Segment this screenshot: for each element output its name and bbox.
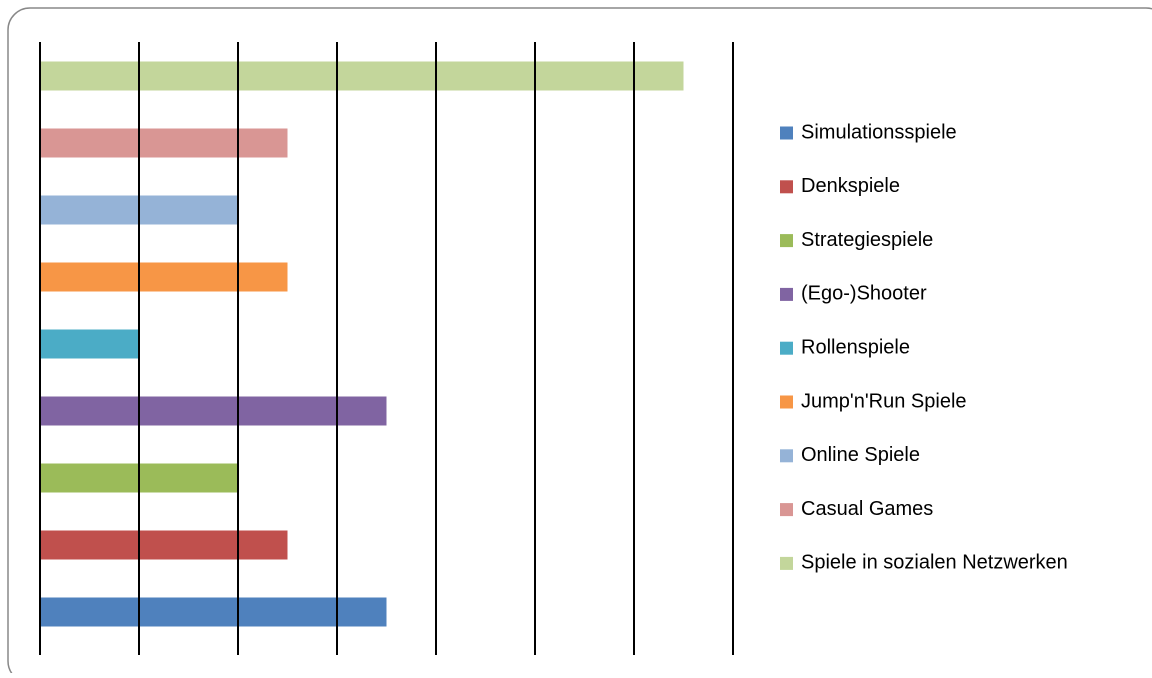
bar (40, 597, 387, 627)
bar (40, 530, 288, 560)
legend-swatch (780, 395, 793, 409)
legend-label: Casual Games (801, 498, 933, 520)
legend-swatch (780, 449, 793, 463)
legend-swatch (780, 126, 793, 140)
legend-label: Spiele in sozialen Netzwerken (801, 552, 1068, 574)
legend-label: Strategiespiele (801, 229, 933, 251)
legend-label: Jump'n'Run Spiele (801, 390, 967, 412)
chart-frame (7, 7, 1152, 678)
legend-swatch (780, 556, 793, 570)
legend-swatch (780, 503, 793, 517)
legend-swatch (780, 287, 793, 301)
legend-label: Online Spiele (801, 444, 920, 466)
legend-swatch (780, 180, 793, 194)
legend-label: Denkspiele (801, 175, 900, 197)
legend-label: Simulationsspiele (801, 121, 957, 143)
legend-label: (Ego-)Shooter (801, 283, 927, 305)
bar (40, 262, 288, 292)
bar (40, 128, 288, 158)
bar (40, 396, 387, 426)
legend-swatch (780, 341, 793, 355)
legend-swatch (780, 234, 793, 248)
bar (40, 61, 684, 91)
bar (40, 329, 139, 359)
legend-label: Rollenspiele (801, 336, 910, 358)
